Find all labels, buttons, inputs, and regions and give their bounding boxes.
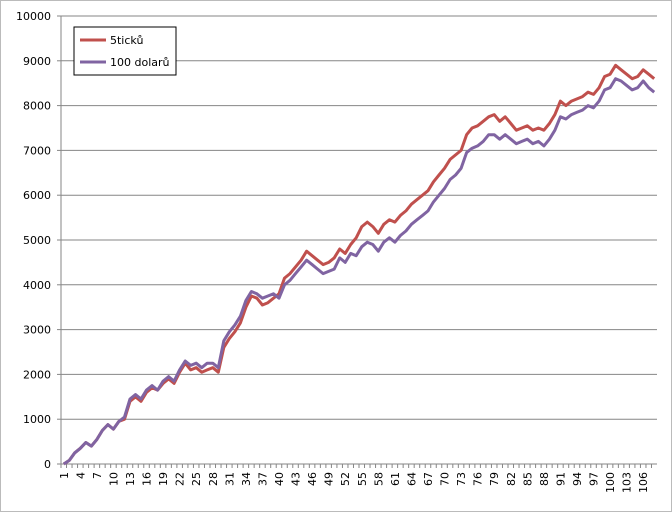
x-tick-label: 103 xyxy=(621,472,634,493)
x-tick-label: 40 xyxy=(273,472,286,486)
x-tick-label: 58 xyxy=(372,472,385,486)
y-tick-label: 6000 xyxy=(23,189,51,202)
y-tick-label: 9000 xyxy=(23,55,51,68)
x-tick-label: 46 xyxy=(306,472,319,486)
legend-label: 5ticků xyxy=(110,34,143,47)
x-tick-label: 61 xyxy=(389,472,402,486)
x-tick-label: 22 xyxy=(174,472,187,486)
x-tick-label: 97 xyxy=(588,472,601,486)
x-tick-label: 79 xyxy=(488,472,501,486)
line-series xyxy=(62,77,656,466)
x-tick-label: 100 xyxy=(604,472,617,493)
y-tick-label: 7000 xyxy=(23,144,51,157)
x-tick-label: 37 xyxy=(256,472,269,486)
x-tick-label: 94 xyxy=(571,472,584,486)
y-tick-label: 5000 xyxy=(23,234,51,247)
x-tick-label: 49 xyxy=(323,472,336,486)
x-tick-label: 10 xyxy=(107,472,120,486)
x-tick-label: 73 xyxy=(455,472,468,486)
x-tick-label: 88 xyxy=(538,472,551,486)
y-tick-label: 0 xyxy=(44,458,51,471)
x-tick-label: 55 xyxy=(356,472,369,486)
x-tick-label: 19 xyxy=(157,472,170,486)
y-tick-label: 10000 xyxy=(16,10,51,23)
x-tick-label: 91 xyxy=(554,472,567,486)
y-tick-label: 4000 xyxy=(23,279,51,292)
x-tick-label: 70 xyxy=(439,472,452,486)
x-tick-label: 7 xyxy=(91,472,104,479)
x-tick-label: 52 xyxy=(339,472,352,486)
x-tick-label: 4 xyxy=(74,472,87,479)
y-tick-label: 1000 xyxy=(23,413,51,426)
x-tick-label: 1 xyxy=(58,472,71,479)
x-tick-label: 31 xyxy=(223,472,236,486)
legend-label: 100 dolarů xyxy=(110,56,170,69)
x-tick-label: 13 xyxy=(124,472,137,486)
x-tick-label: 16 xyxy=(141,472,154,486)
legend-box xyxy=(73,26,177,76)
x-tick-label: 85 xyxy=(521,472,534,486)
x-tick-label: 67 xyxy=(422,472,435,486)
x-tick-label: 76 xyxy=(472,472,485,486)
x-tick-label: 34 xyxy=(240,472,253,486)
x-tick-label: 43 xyxy=(290,472,303,486)
y-tick-label: 2000 xyxy=(23,368,51,381)
y-tick-label: 3000 xyxy=(23,324,51,337)
x-tick-label: 64 xyxy=(405,472,418,486)
y-tick-label: 8000 xyxy=(23,100,51,113)
x-tick-label: 25 xyxy=(190,472,203,486)
x-tick-label: 28 xyxy=(207,472,220,486)
x-tick-label: 82 xyxy=(505,472,518,486)
x-tick-label: 106 xyxy=(637,472,650,493)
